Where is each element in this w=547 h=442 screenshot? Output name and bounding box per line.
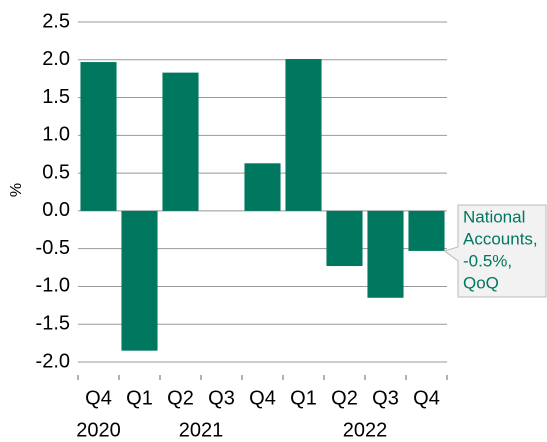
bar [326, 210, 363, 267]
y-tick-label: 0.0 [42, 199, 70, 221]
year-label: 2022 [343, 419, 388, 441]
x-tick-label: Q2 [331, 387, 358, 409]
x-tick-label: Q3 [208, 387, 235, 409]
annotation-text: QoQ [463, 273, 499, 292]
year-label: 2021 [179, 419, 224, 441]
x-tick-label: Q1 [126, 387, 153, 409]
x-tick-label: Q1 [290, 387, 317, 409]
y-tick-label: 2.0 [42, 48, 70, 70]
annotation-text: Accounts, [463, 229, 538, 248]
y-tick-label: -2.0 [36, 350, 70, 372]
y-tick-label: 1.0 [42, 124, 70, 146]
annotation-box [443, 204, 547, 298]
x-tick-label: Q4 [413, 387, 440, 409]
bar [244, 163, 281, 211]
bar [162, 72, 199, 211]
x-tick-label: Q3 [372, 387, 399, 409]
annotation-text: National [463, 207, 525, 226]
bar [121, 210, 158, 351]
y-axis-label: % [8, 183, 25, 197]
y-tick-label: 2.5 [42, 10, 70, 32]
y-tick-label: -1.5 [36, 313, 70, 335]
x-tick-label: Q4 [85, 387, 112, 409]
bar [80, 62, 117, 211]
bar [367, 210, 404, 298]
y-tick-label: 1.5 [42, 86, 70, 108]
x-tick-label: Q2 [167, 387, 194, 409]
y-tick-label: -0.5 [36, 237, 70, 259]
x-tick-label: Q4 [249, 387, 276, 409]
y-tick-label: -1.0 [36, 275, 70, 297]
year-label: 2020 [76, 419, 121, 441]
bar [285, 59, 322, 211]
y-tick-label: 0.5 [42, 161, 70, 183]
annotation-text: -0.5%, [463, 251, 512, 270]
bar [408, 210, 445, 251]
